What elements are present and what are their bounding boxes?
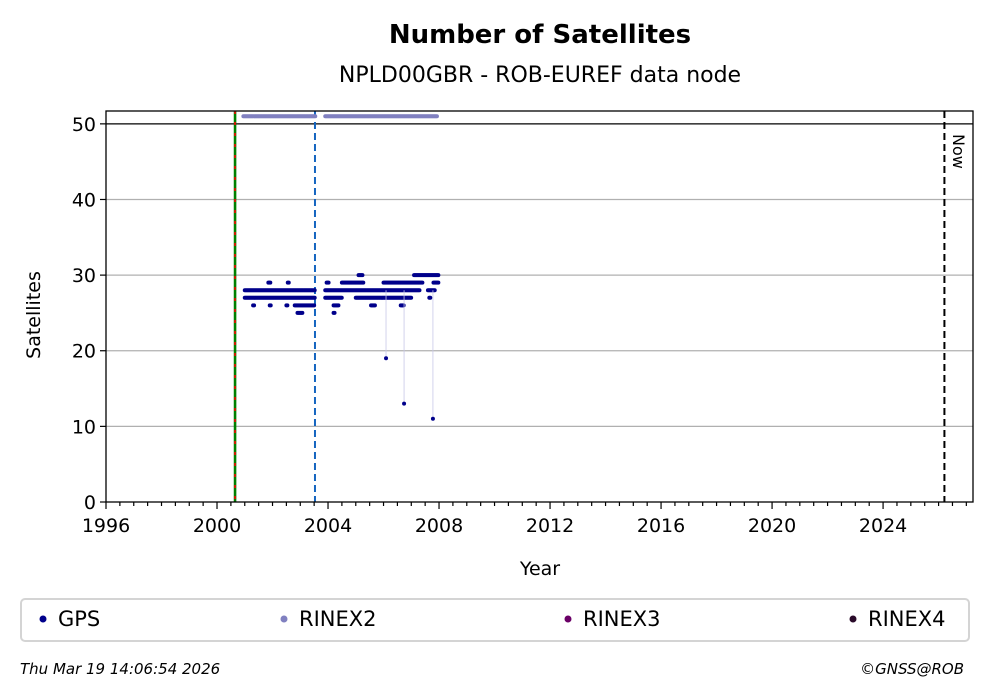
y-tick-label: 30 [72,265,96,287]
legend-marker-gps [39,615,47,623]
legend-label-gps: GPS [58,607,100,631]
legend-marker-rinex3 [564,615,572,623]
data-points [241,114,441,421]
y-tick-label: 0 [84,492,96,514]
chart-title: Number of Satellites [389,20,691,50]
gps-point [420,280,425,285]
gps-point [360,273,365,278]
legend-label-rinex3: RINEX3 [583,607,661,631]
x-tick-label: 2008 [415,515,463,537]
x-tick-label: 1996 [82,515,130,537]
gps-point [402,401,407,406]
gps-point [286,280,291,285]
gps-point [417,288,422,293]
vertical-markers [233,111,946,502]
x-tick-label: 2020 [748,515,796,537]
x-tick-label: 2000 [193,515,241,537]
timestamp: Thu Mar 19 14:06:54 2026 [20,660,220,678]
gps-point [268,280,273,285]
x-tick-label: 2012 [526,515,574,537]
copyright: ©GNSS@ROB [860,660,964,678]
now-label: Now [949,134,968,169]
x-tick-label: 2016 [637,515,685,537]
legend-item-rinex2: RINEX2 [280,607,377,631]
rinex2-point [313,114,318,119]
gps-point [285,303,290,308]
y-axis: 0 10 20 30 40 50 [72,114,106,514]
gps-point [268,303,273,308]
legend-item-rinex3: RINEX3 [564,607,661,631]
legend-box [20,598,970,642]
gps-point [384,356,389,361]
y-tick-label: 50 [72,114,96,136]
x-tick-label: 2024 [859,515,907,537]
grid-lines [106,123,973,427]
gps-point [252,303,257,308]
gps-point [300,310,305,315]
y-tick-label: 40 [72,189,96,211]
rinex2-point [434,114,439,119]
x-axis: 1996 2000 2004 2008 2012 2016 2020 2024 [82,502,967,537]
gps-point [361,280,366,285]
gps-point [326,280,331,285]
gps-point [409,295,414,300]
gps-point [436,273,441,278]
legend-marker-rinex2 [280,615,288,623]
y-axis-label: Satellites [23,271,45,359]
y-tick-label: 20 [72,341,96,363]
x-axis-label: Year [519,558,560,580]
gps-point [339,295,344,300]
gps-point [432,288,437,293]
gps-point [430,416,435,421]
legend-marker-rinex4 [849,615,857,623]
legend-label-rinex4: RINEX4 [868,607,946,631]
gps-point [372,303,377,308]
gps-point [312,295,317,300]
legend-item-rinex4: RINEX4 [849,607,946,631]
gps-point [336,303,341,308]
y-tick-label: 10 [72,416,96,438]
legend-label-rinex2: RINEX2 [299,607,377,631]
chart-subtitle: NPLD00GBR - ROB-EUREF data node [339,63,741,88]
gps-point [428,295,433,300]
plot-frame [105,110,974,503]
gps-point [436,280,441,285]
gps-point [312,288,317,293]
legend-item-gps: GPS [39,607,100,631]
gps-point [312,303,317,308]
gps-point [332,310,337,315]
x-tick-label: 2004 [304,515,352,537]
gps-point [401,303,406,308]
